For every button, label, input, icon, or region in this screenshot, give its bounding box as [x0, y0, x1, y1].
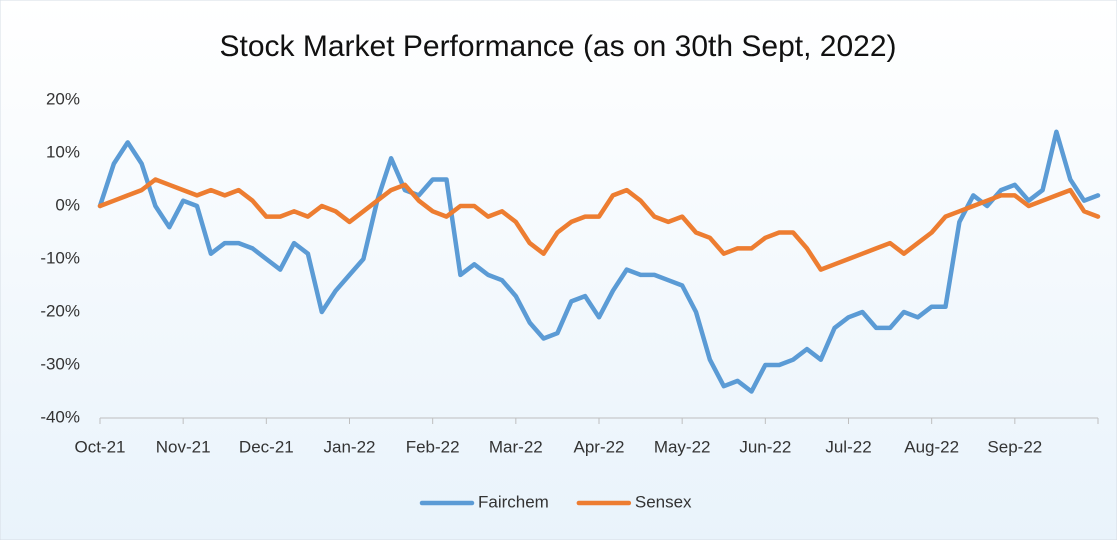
x-tick-label: Apr-22 [573, 437, 624, 456]
x-tick-label: Mar-22 [489, 437, 543, 456]
x-tick-label: Nov-21 [156, 437, 211, 456]
y-tick-label: -20% [40, 301, 80, 320]
legend-label: Sensex [635, 492, 692, 511]
y-tick-label: 0% [55, 195, 80, 214]
x-tick-label: Jul-22 [825, 437, 871, 456]
series-line [97, 177, 1101, 272]
series-line [97, 129, 1101, 394]
x-tick-label: Jan-22 [324, 437, 376, 456]
y-tick-label: -30% [40, 354, 80, 373]
x-tick-label: Sep-22 [987, 437, 1042, 456]
x-tick-label: Feb-22 [406, 437, 460, 456]
y-tick-label: -10% [40, 248, 80, 267]
legend-label: Fairchem [478, 492, 549, 511]
x-tick-label: Aug-22 [904, 437, 959, 456]
x-tick-label: Oct-21 [74, 437, 125, 456]
chart-title: Stock Market Performance (as on 30th Sep… [219, 30, 896, 63]
y-tick-label: -40% [40, 407, 80, 426]
x-tick-label: May-22 [654, 437, 711, 456]
x-tick-label: Dec-21 [239, 437, 294, 456]
y-tick-label: 10% [46, 142, 80, 161]
y-tick-label: 20% [46, 89, 80, 108]
x-tick-label: Jun-22 [739, 437, 791, 456]
